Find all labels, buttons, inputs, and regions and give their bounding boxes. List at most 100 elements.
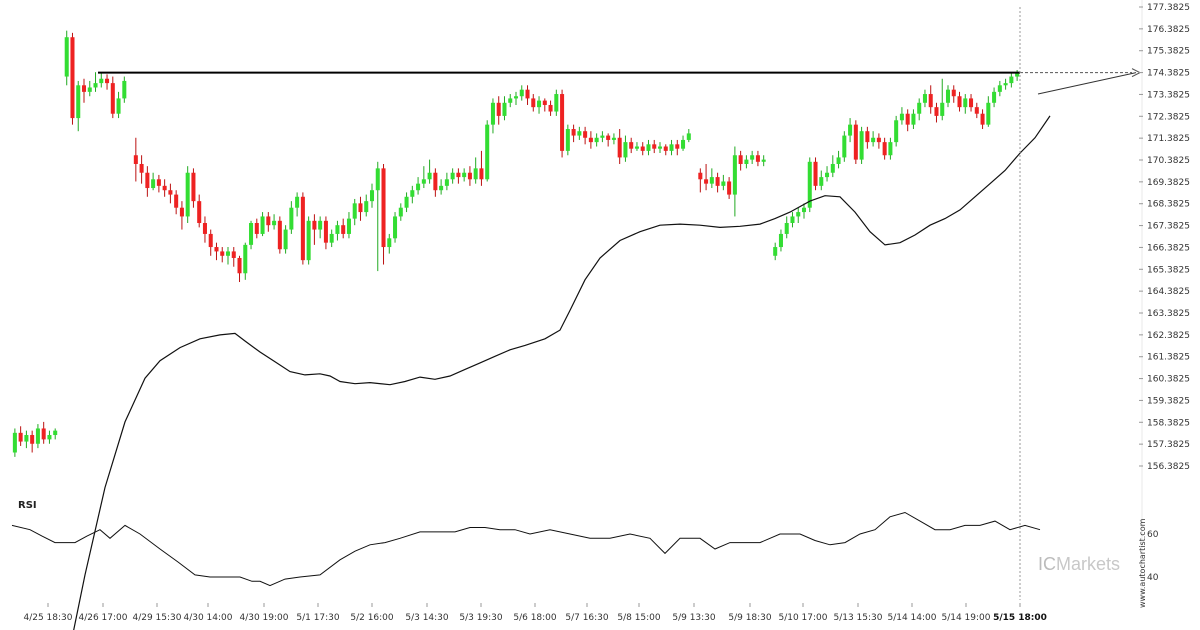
candle	[542, 98, 547, 112]
forecast-line	[1037, 72, 1137, 95]
candle	[876, 133, 881, 149]
candle	[35, 424, 40, 449]
price-tick-label: 167.3825	[1147, 222, 1190, 232]
candle	[588, 131, 593, 149]
candle	[18, 426, 23, 446]
candle	[738, 150, 743, 171]
price-tick-label: 160.3825	[1147, 375, 1190, 385]
candle	[727, 177, 732, 199]
candle	[47, 430, 52, 444]
candle	[508, 94, 513, 108]
candle	[214, 242, 219, 261]
candle	[81, 78, 87, 103]
candle	[433, 168, 438, 197]
candle	[99, 72, 104, 88]
candle	[531, 94, 536, 112]
candle	[709, 168, 714, 189]
rsi-title: RSI	[18, 500, 37, 511]
candles-layer	[12, 30, 1020, 457]
candle	[346, 212, 351, 239]
candle	[197, 194, 202, 228]
time-tick-label: 5/14 14:00	[887, 613, 936, 623]
price-tick-label: 171.3825	[1147, 134, 1190, 144]
candle	[853, 120, 858, 164]
candle	[617, 129, 622, 164]
candle	[352, 198, 357, 226]
time-axis: 4/25 18:30 4/26 17:00 4/29 15:30 4/30 14:00…	[23, 603, 1047, 623]
candle	[594, 133, 599, 147]
price-tick-label: 158.3825	[1147, 418, 1190, 428]
candle	[364, 194, 369, 217]
price-tick-label: 164.3825	[1147, 287, 1190, 297]
price-tick-label: 172.3825	[1147, 112, 1190, 122]
price-tick-label: 162.3825	[1147, 331, 1190, 341]
rsi-line	[11, 511, 1041, 587]
candle	[565, 124, 570, 156]
time-tick-label: 5/8 15:00	[617, 613, 661, 623]
candle	[341, 218, 346, 239]
brand-logo: ICMarkets	[1038, 554, 1120, 574]
candle	[905, 109, 910, 132]
candle	[882, 137, 887, 160]
candle	[462, 168, 467, 182]
candle	[606, 133, 611, 147]
candle	[750, 150, 755, 164]
candle	[490, 98, 495, 134]
candle	[784, 216, 789, 239]
candle	[940, 78, 945, 121]
candle	[335, 220, 340, 241]
candle	[312, 214, 317, 245]
candle	[231, 247, 236, 267]
candle	[202, 216, 207, 243]
candle	[813, 157, 818, 191]
candle	[778, 229, 783, 252]
candle	[156, 174, 161, 193]
candle	[842, 131, 847, 162]
candle	[220, 247, 225, 263]
time-tick-label: 5/6 18:00	[513, 613, 557, 623]
candle	[945, 85, 951, 108]
candle	[675, 139, 680, 156]
candle	[922, 89, 927, 108]
candle	[859, 126, 864, 164]
time-tick-label: 4/26 17:00	[78, 613, 127, 623]
price-tick-label: 163.3825	[1147, 309, 1190, 319]
candle	[410, 185, 415, 204]
candle	[243, 242, 248, 280]
price-tick-label: 156.3825	[1147, 462, 1190, 472]
candle	[513, 91, 519, 105]
candle	[375, 161, 380, 272]
candle	[911, 109, 916, 130]
candle	[951, 85, 956, 103]
candle	[801, 203, 807, 219]
candle	[773, 242, 778, 261]
candle	[888, 137, 893, 160]
candle	[623, 135, 628, 162]
rsi-tick-label: 60	[1147, 530, 1159, 540]
candle	[295, 192, 300, 217]
candle	[358, 196, 363, 221]
candle	[30, 430, 35, 453]
candle	[93, 72, 98, 92]
candle	[87, 80, 92, 97]
time-tick-label: 4/25 18:30	[23, 613, 72, 623]
candle	[24, 430, 29, 449]
price-tick-label: 157.3825	[1147, 440, 1190, 450]
candle	[174, 190, 179, 215]
candle	[548, 100, 553, 116]
candle	[634, 142, 639, 151]
candle	[583, 126, 588, 145]
candle	[191, 168, 196, 208]
candle	[629, 137, 634, 154]
candle	[974, 102, 979, 119]
candle	[421, 166, 426, 189]
candle	[992, 87, 997, 108]
candle	[300, 192, 305, 265]
candle	[969, 94, 974, 112]
price-tick-label: 174.3825	[1147, 69, 1190, 79]
candle	[640, 142, 645, 156]
candle	[12, 428, 17, 457]
candle	[830, 155, 835, 178]
candle	[899, 107, 904, 125]
candle	[848, 118, 853, 143]
